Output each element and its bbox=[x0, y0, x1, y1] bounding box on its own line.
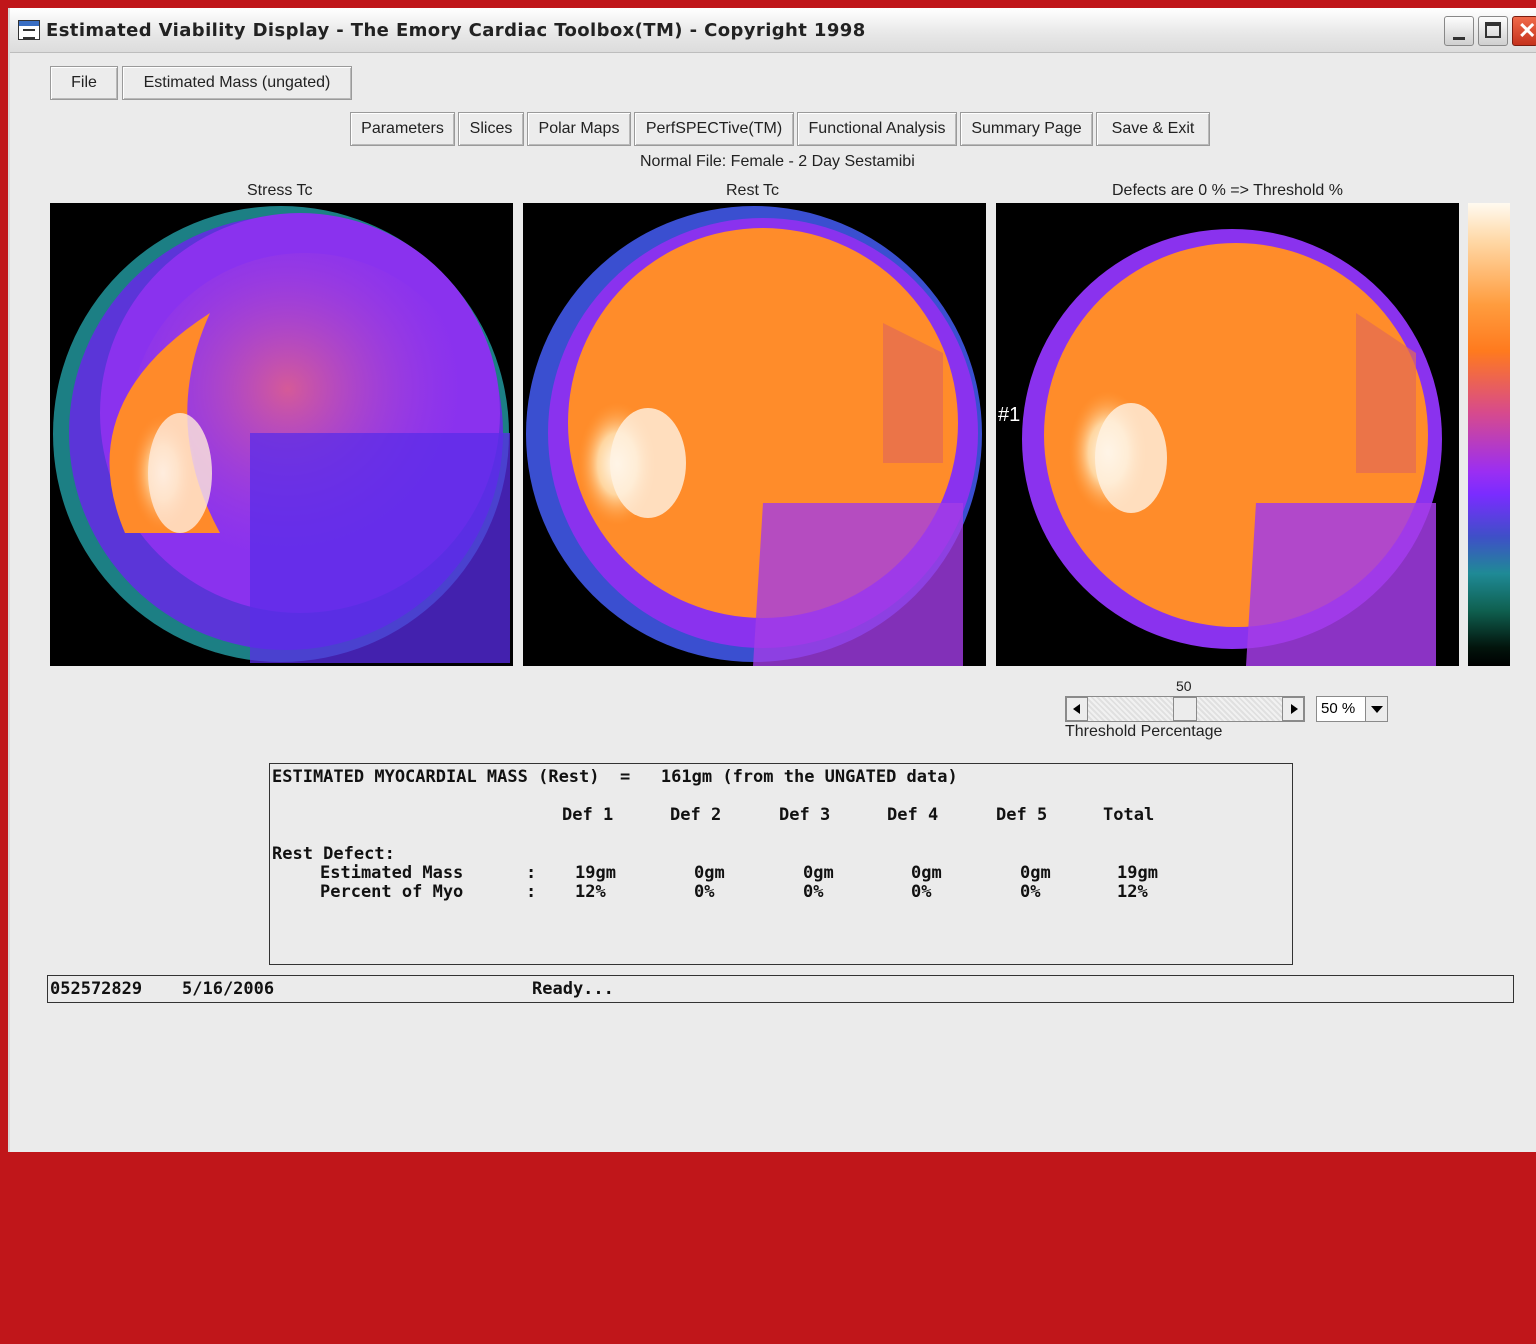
report-header: ESTIMATED MYOCARDIAL MASS (Rest) = 161gm… bbox=[272, 767, 958, 787]
report-section-label: Rest Defect: bbox=[272, 844, 395, 864]
parameters-button[interactable]: Parameters bbox=[350, 112, 455, 146]
col-def5: Def 5 bbox=[996, 805, 1048, 825]
row-label-percent: Percent of Myo bbox=[320, 882, 464, 902]
defects-polar-map: #1 bbox=[996, 203, 1459, 666]
save-exit-button[interactable]: Save & Exit bbox=[1096, 112, 1210, 146]
pct-def5: 0% bbox=[1020, 882, 1041, 902]
app-window: Estimated Viability Display - The Emory … bbox=[8, 8, 1536, 1152]
status-patient-id: 052572829 bbox=[50, 979, 143, 999]
close-icon: ✕ bbox=[1518, 18, 1536, 43]
col-total: Total bbox=[1103, 805, 1155, 825]
threshold-select-value: 50 % bbox=[1321, 700, 1356, 717]
mass-def5: 0gm bbox=[1020, 863, 1051, 883]
pct-def1: 12% bbox=[575, 882, 606, 902]
mass-total: 19gm bbox=[1117, 863, 1158, 883]
row-label-mass: Estimated Mass bbox=[320, 863, 464, 883]
title-bar[interactable]: Estimated Viability Display - The Emory … bbox=[10, 8, 1536, 53]
pct-def3: 0% bbox=[803, 882, 824, 902]
mass-def2: 0gm bbox=[694, 863, 725, 883]
minimize-button[interactable] bbox=[1444, 16, 1474, 46]
maximize-button[interactable] bbox=[1478, 16, 1508, 46]
pct-def2: 0% bbox=[694, 882, 715, 902]
threshold-value-label: 50 bbox=[1176, 678, 1192, 694]
defect-marker: #1 bbox=[998, 404, 1020, 426]
functional-analysis-button[interactable]: Functional Analysis bbox=[797, 112, 957, 146]
file-button[interactable]: File bbox=[50, 66, 118, 100]
row-sep-percent: : bbox=[526, 882, 537, 902]
app-icon[interactable] bbox=[18, 20, 40, 40]
stress-map-label: Stress Tc bbox=[247, 182, 313, 199]
threshold-select[interactable]: 50 % bbox=[1316, 696, 1388, 722]
slider-thumb[interactable] bbox=[1173, 697, 1197, 721]
slider-left-arrow-icon[interactable] bbox=[1066, 697, 1088, 721]
pct-total: 12% bbox=[1117, 882, 1148, 902]
row-sep-mass: : bbox=[526, 863, 537, 883]
status-date: 5/16/2006 bbox=[182, 979, 275, 999]
mass-def4: 0gm bbox=[911, 863, 942, 883]
mass-def1: 19gm bbox=[575, 863, 616, 883]
col-def3: Def 3 bbox=[779, 805, 831, 825]
mass-def3: 0gm bbox=[803, 863, 834, 883]
threshold-slider[interactable] bbox=[1065, 696, 1305, 722]
col-def1: Def 1 bbox=[562, 805, 614, 825]
status-message: Ready... bbox=[532, 979, 614, 999]
chevron-down-icon[interactable] bbox=[1365, 697, 1387, 721]
slider-right-arrow-icon[interactable] bbox=[1282, 697, 1304, 721]
color-scale-bar bbox=[1468, 203, 1510, 666]
defects-map-label: Defects are 0 % => Threshold % bbox=[1112, 182, 1343, 199]
window-title: Estimated Viability Display - The Emory … bbox=[46, 20, 866, 41]
normal-file-label: Normal File: Female - 2 Day Sestamibi bbox=[640, 153, 915, 170]
col-def4: Def 4 bbox=[887, 805, 939, 825]
perfspective-button[interactable]: PerfSPECTive(TM) bbox=[634, 112, 794, 146]
close-button[interactable]: ✕ bbox=[1512, 16, 1536, 46]
polar-maps-button[interactable]: Polar Maps bbox=[527, 112, 631, 146]
stress-polar-map bbox=[50, 203, 513, 666]
mass-report-panel: ESTIMATED MYOCARDIAL MASS (Rest) = 161gm… bbox=[269, 763, 1293, 965]
threshold-caption: Threshold Percentage bbox=[1065, 723, 1223, 740]
estimated-mass-button[interactable]: Estimated Mass (ungated) bbox=[122, 66, 352, 100]
pct-def4: 0% bbox=[911, 882, 932, 902]
col-def2: Def 2 bbox=[670, 805, 722, 825]
status-bar: 052572829 5/16/2006 Ready... bbox=[47, 975, 1514, 1003]
slices-button[interactable]: Slices bbox=[458, 112, 524, 146]
rest-map-label: Rest Tc bbox=[726, 182, 780, 199]
rest-polar-map bbox=[523, 203, 986, 666]
summary-page-button[interactable]: Summary Page bbox=[960, 112, 1093, 146]
